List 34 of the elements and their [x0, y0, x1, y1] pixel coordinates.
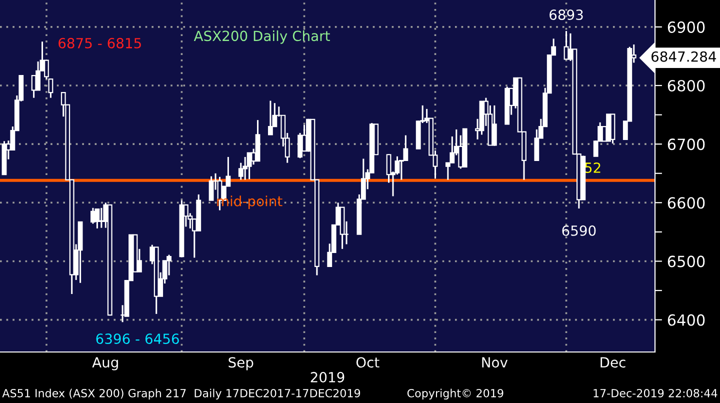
- y-tick-label: 6500: [668, 256, 705, 268]
- x-tick-label: Oct: [356, 357, 380, 368]
- x-axis-title: 2019: [310, 372, 344, 382]
- candlestick: [208, 176, 214, 202]
- candlestick: [36, 60, 40, 91]
- candlestick: [492, 104, 497, 147]
- candlestick: [403, 134, 408, 162]
- candlestick: [246, 152, 252, 180]
- y-tick-label: 6600: [668, 197, 705, 209]
- candlestick: [94, 208, 100, 230]
- annotation: 52: [585, 162, 600, 173]
- annotation: 6893: [550, 10, 583, 20]
- candlestick: [298, 132, 302, 159]
- candlestick: [166, 254, 172, 276]
- annotation: 6396 - 6456: [96, 334, 179, 344]
- annotation: 6847.284: [652, 51, 716, 62]
- candlestick: [534, 128, 540, 162]
- candlestick: [268, 100, 273, 136]
- text: AS51 Index (ASX 200) Graph 217 Daily 17DEC2017-17DEC2019: [2, 388, 360, 400]
- x-tick-label: Nov: [482, 357, 508, 368]
- x-tick-label: Sep: [228, 357, 254, 370]
- text: Copyright© 2019: [407, 388, 504, 400]
- text: ASX200 Daily Chart: [194, 30, 330, 44]
- x-tick-label: Aug: [92, 357, 118, 370]
- y-tick-label: 6800: [668, 80, 705, 92]
- candlestick: [98, 207, 104, 229]
- text: 17-Dec-2019 22:08:44: [594, 388, 718, 398]
- annotation: 6590: [562, 225, 596, 236]
- annotation: 6875 - 6815: [58, 38, 141, 48]
- y-tick-label: 6900: [668, 21, 705, 33]
- y-tick-label: 6700: [668, 138, 705, 150]
- x-tick-label: Dec: [600, 357, 626, 368]
- y-tick-label: 6400: [668, 314, 705, 326]
- candlestick: [242, 156, 248, 181]
